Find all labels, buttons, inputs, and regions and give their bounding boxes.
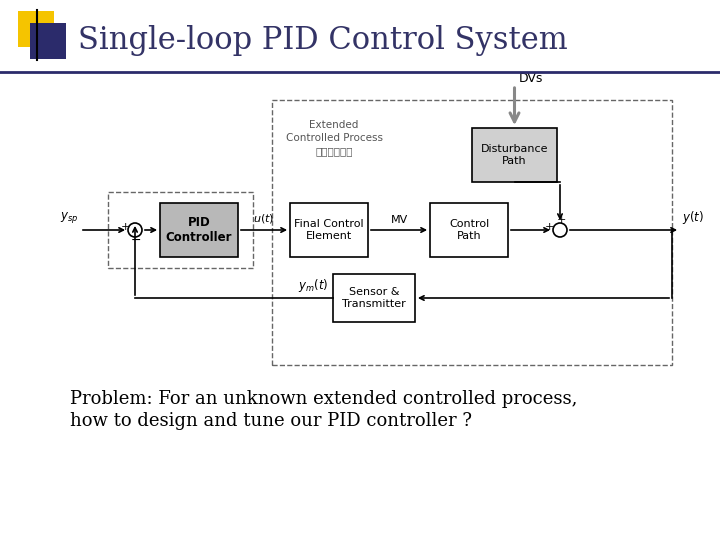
Text: +: + — [120, 222, 130, 232]
Text: Extended
Controlled Process
（广义对象）: Extended Controlled Process （广义对象） — [286, 120, 382, 157]
Bar — [290, 203, 368, 257]
Text: $y_m(t)$: $y_m(t)$ — [297, 277, 328, 294]
Text: MV: MV — [390, 215, 408, 225]
Text: $y(t)$: $y(t)$ — [682, 209, 704, 226]
Text: Control
Path: Control Path — [449, 219, 489, 241]
Text: +: + — [557, 215, 566, 225]
Bar — [18, 11, 54, 47]
Text: +: + — [544, 222, 554, 232]
Bar — [333, 274, 415, 322]
Text: PID
Controller: PID Controller — [166, 216, 233, 244]
Text: $y_{sp}$: $y_{sp}$ — [60, 210, 78, 225]
Text: Final Control
Element: Final Control Element — [294, 219, 364, 241]
Bar — [272, 100, 672, 365]
Bar — [160, 203, 238, 257]
Bar — [30, 23, 66, 59]
Circle shape — [128, 223, 142, 237]
Text: $u(t)$: $u(t)$ — [253, 212, 274, 225]
Text: −: − — [131, 233, 141, 246]
Text: Problem: For an unknown extended controlled process,: Problem: For an unknown extended control… — [70, 390, 577, 408]
Bar — [108, 192, 253, 268]
Text: Sensor &
Transmitter: Sensor & Transmitter — [342, 287, 406, 309]
Text: DVs: DVs — [518, 71, 543, 84]
Circle shape — [553, 223, 567, 237]
Bar — [430, 203, 508, 257]
Text: how to design and tune our PID controller ?: how to design and tune our PID controlle… — [70, 412, 472, 430]
Text: Disturbance
Path: Disturbance Path — [481, 144, 548, 166]
Bar — [472, 128, 557, 182]
Text: Single-loop PID Control System: Single-loop PID Control System — [78, 25, 568, 57]
